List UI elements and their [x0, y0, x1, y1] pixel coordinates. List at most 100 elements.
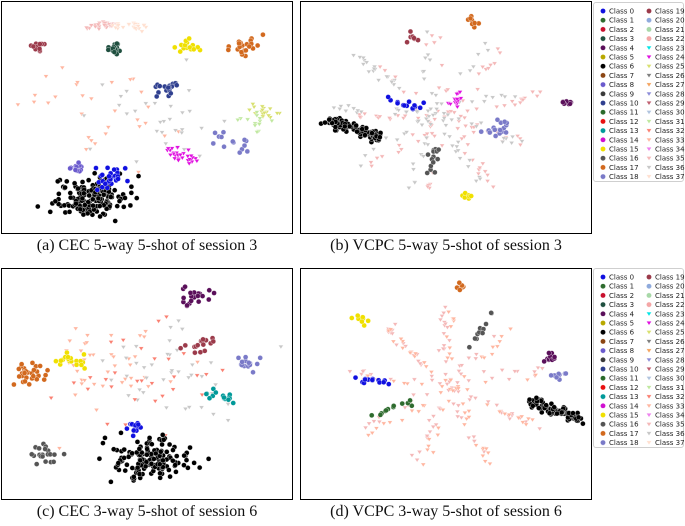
legend-marker [646, 45, 652, 51]
point [520, 420, 526, 425]
point [74, 369, 81, 374]
legend-label: Class 2 [609, 292, 634, 300]
point [137, 457, 143, 464]
point [105, 125, 112, 130]
point [172, 44, 178, 51]
point [197, 349, 204, 355]
point [536, 405, 542, 411]
point [431, 40, 438, 46]
legend-marker [600, 274, 606, 280]
point [92, 141, 98, 147]
point [138, 346, 145, 352]
point [144, 452, 150, 458]
point [128, 190, 135, 196]
point [530, 403, 536, 409]
point [182, 42, 188, 48]
point [134, 439, 141, 445]
legend-marker [646, 283, 652, 289]
legend-entry: Class 27 [646, 81, 685, 89]
legend-label: Class 30 [655, 109, 685, 117]
point [142, 101, 149, 107]
point [108, 378, 115, 383]
legend-label: Class 23 [655, 310, 685, 318]
point [157, 470, 163, 476]
legend-entry: Class 23 [646, 44, 685, 52]
legend-label: Class 26 [655, 338, 685, 346]
legend-label: Class 12 [609, 118, 639, 126]
point [519, 139, 525, 144]
point [424, 170, 430, 176]
series-class-18 [478, 117, 510, 139]
legend-label: Class 33 [655, 402, 685, 410]
point [429, 91, 435, 97]
point [93, 165, 99, 171]
legend-marker [600, 45, 606, 51]
point [101, 23, 108, 28]
point [500, 136, 507, 141]
point [470, 64, 477, 70]
legend-label: Class 16 [609, 155, 639, 163]
point [199, 374, 205, 380]
point [446, 346, 453, 351]
point [83, 25, 90, 31]
point [432, 169, 438, 176]
point [206, 395, 213, 401]
legend-entry: Class 11 [600, 375, 639, 383]
point [458, 136, 465, 142]
point [415, 409, 422, 415]
point [523, 422, 529, 428]
legend-label: Class 18 [609, 439, 639, 447]
point [410, 393, 417, 398]
point [120, 25, 126, 30]
point [246, 360, 252, 366]
point [421, 69, 427, 74]
point [377, 134, 383, 140]
point [488, 310, 494, 316]
point [173, 469, 179, 475]
legend-marker [646, 311, 652, 317]
legend-label: Class 36 [655, 430, 685, 438]
point [179, 327, 186, 332]
point [442, 378, 449, 383]
point [72, 326, 79, 332]
point [473, 107, 480, 112]
legend-label: Class 28 [655, 356, 685, 364]
point [121, 455, 127, 461]
point [64, 349, 70, 356]
point [473, 179, 480, 184]
point [186, 157, 193, 162]
point [157, 461, 163, 467]
point [426, 437, 432, 442]
point [112, 109, 118, 114]
point [533, 395, 540, 401]
point [445, 310, 452, 315]
point [332, 124, 339, 130]
point [464, 387, 471, 393]
point [88, 23, 95, 28]
point [423, 364, 430, 370]
point [108, 194, 114, 200]
point [421, 77, 427, 82]
point [134, 118, 141, 123]
point [369, 130, 375, 136]
point [149, 381, 155, 386]
point [257, 116, 263, 122]
legend-marker [600, 430, 606, 437]
point [212, 382, 219, 388]
point [151, 456, 157, 462]
series-class-1 [369, 397, 415, 418]
point [506, 417, 513, 422]
point [437, 35, 444, 41]
point [42, 458, 49, 465]
point [88, 96, 95, 102]
point [99, 384, 106, 389]
legend-entry: Class 29 [646, 100, 685, 108]
point [421, 360, 428, 366]
legend-entry: Class 20 [646, 283, 685, 291]
point [415, 119, 422, 124]
legend-label: Class 21 [655, 292, 685, 300]
point [47, 209, 53, 215]
point [476, 72, 482, 77]
legend-entry: Class 7 [600, 72, 634, 80]
point [188, 154, 195, 159]
